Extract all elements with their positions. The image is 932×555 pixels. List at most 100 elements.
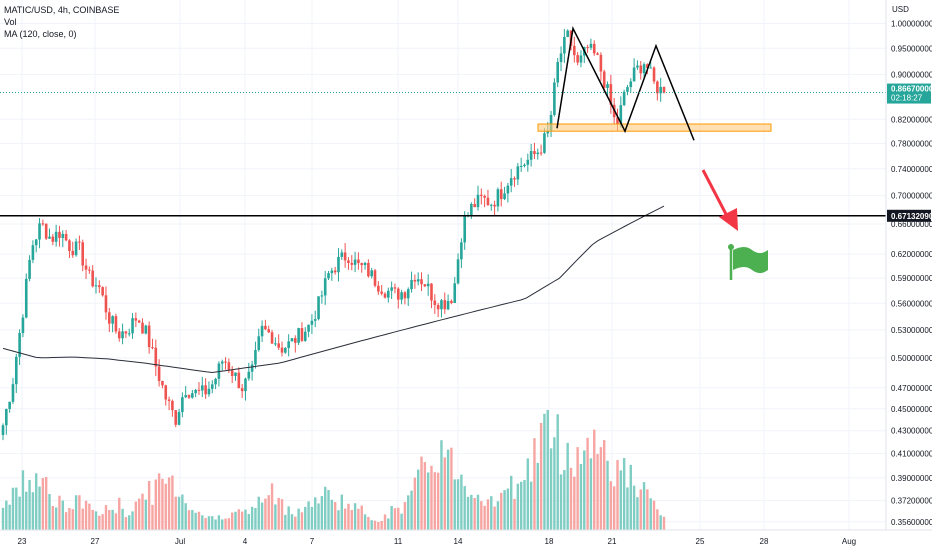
candle-body xyxy=(606,84,609,88)
volume-bar xyxy=(347,503,350,530)
moving-average-line[interactable] xyxy=(2,205,665,374)
volume-bar xyxy=(88,503,91,530)
candle-body xyxy=(41,223,45,225)
volume-bar xyxy=(490,496,493,530)
time-tick-label: 25 xyxy=(696,537,705,546)
candle-body xyxy=(257,336,261,350)
arrow-head[interactable] xyxy=(719,208,738,231)
volume-bar xyxy=(656,509,659,530)
candle-body xyxy=(360,263,364,266)
candle-body xyxy=(536,152,540,155)
price-tick-label: 0.95000000 xyxy=(891,44,932,53)
volume-bar xyxy=(510,475,513,530)
volume-bar xyxy=(191,509,194,530)
candle-body xyxy=(642,64,646,74)
candle-body xyxy=(403,292,407,299)
arrow-shaft[interactable] xyxy=(701,169,730,219)
volume-bar xyxy=(559,474,563,530)
volume-label[interactable]: Vol xyxy=(4,17,17,27)
candle-body xyxy=(58,231,61,238)
candle-body xyxy=(260,325,264,337)
volume-bar xyxy=(314,497,317,530)
volume-bar xyxy=(443,457,446,530)
volume-bar xyxy=(310,506,314,530)
volume-bar xyxy=(589,458,593,530)
volume-bar xyxy=(141,493,144,530)
candle-body xyxy=(370,270,373,277)
price-tick-label: 0.37200000 xyxy=(891,497,932,506)
candle-body xyxy=(207,388,211,395)
volume-bar xyxy=(387,518,390,530)
volume-bar xyxy=(622,458,626,530)
volume-bar xyxy=(38,486,41,530)
price-tick-label: 0.59000000 xyxy=(891,274,932,283)
candle-body xyxy=(8,401,11,409)
volume-bar xyxy=(370,520,373,530)
ma-label[interactable]: MA (120, close, 0) xyxy=(4,29,77,39)
volume-bar xyxy=(254,507,257,530)
volume-bar xyxy=(25,491,28,530)
flag-cloth xyxy=(733,247,768,273)
volume-bar xyxy=(486,499,490,530)
pattern-line[interactable] xyxy=(556,25,695,141)
volume-bar xyxy=(247,513,250,530)
candle-body xyxy=(463,216,467,243)
time-axis-background xyxy=(0,530,932,550)
volume-bar xyxy=(111,509,114,530)
candle-body xyxy=(576,55,579,63)
time-tick-label: 23 xyxy=(18,537,27,546)
volume-bar xyxy=(383,514,387,530)
candle-body xyxy=(290,338,294,342)
volume-bar xyxy=(536,462,539,530)
volume-bar xyxy=(207,516,211,530)
volume-bar xyxy=(81,508,84,530)
volume-bar xyxy=(556,414,559,530)
volume-bar xyxy=(64,512,68,530)
volume-bar xyxy=(181,494,184,530)
flag-pole-top xyxy=(728,244,734,250)
candle-body xyxy=(519,165,523,167)
candle-body xyxy=(506,185,510,194)
candle-body xyxy=(513,178,516,180)
volume-bar xyxy=(94,511,98,530)
volume-bar xyxy=(224,518,227,530)
volume-bar xyxy=(483,505,486,530)
candle-body xyxy=(347,260,350,263)
candle-body xyxy=(94,285,98,287)
candle-body xyxy=(214,378,217,385)
candle-body xyxy=(184,395,187,398)
volume-bar xyxy=(61,500,64,530)
candle-body xyxy=(51,236,55,242)
volume-bar xyxy=(599,447,603,530)
candle-body xyxy=(656,81,659,94)
volume-bar xyxy=(167,477,171,530)
volume-bar xyxy=(118,497,121,530)
volume-bar xyxy=(357,508,360,530)
volume-bar xyxy=(652,500,656,530)
candle-body xyxy=(71,250,75,256)
candle-body xyxy=(220,361,224,364)
volume-bar xyxy=(426,472,430,530)
candle-body xyxy=(313,319,317,321)
price-tick-label: 0.41000000 xyxy=(891,450,932,459)
volume-bar xyxy=(240,511,244,530)
volume-bar xyxy=(549,448,553,530)
flag-icon[interactable] xyxy=(728,244,768,280)
volume-bar xyxy=(377,521,380,530)
candle-body xyxy=(294,338,297,343)
candle-body xyxy=(270,332,274,344)
volume-bar xyxy=(543,413,546,530)
volume-bar xyxy=(642,482,646,530)
candle-body xyxy=(117,331,121,339)
symbol-line[interactable]: MATIC/USD, 4h, COINBASE xyxy=(4,5,120,15)
resistance-zone[interactable] xyxy=(537,123,772,132)
volume-bar xyxy=(343,508,347,530)
candle-body xyxy=(426,283,430,287)
volume-bar xyxy=(629,464,632,530)
volume-bar xyxy=(154,479,157,530)
volume-bar xyxy=(35,473,38,530)
volume-bar xyxy=(157,473,161,530)
